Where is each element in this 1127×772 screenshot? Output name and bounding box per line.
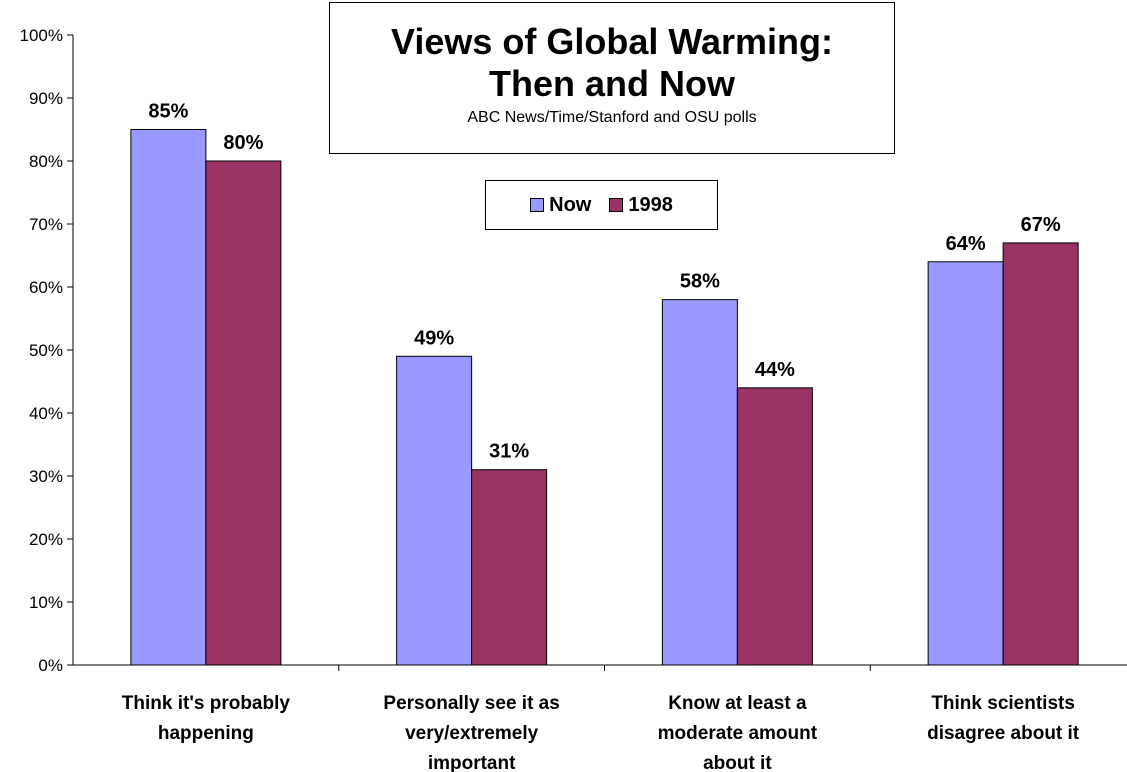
data-label-1998-0: 80% bbox=[223, 132, 263, 154]
legend-swatch-1998 bbox=[609, 198, 624, 212]
x-category-label-line: Personally see it as bbox=[383, 693, 559, 714]
y-tick-label: 0% bbox=[38, 656, 63, 675]
data-labels: 85% 80% 49% 31% 58% 44% 64% 67% bbox=[148, 101, 1060, 463]
x-category-label-line: disagree about it bbox=[927, 723, 1080, 744]
bar-1998-1 bbox=[471, 469, 548, 666]
y-tick-label: 40% bbox=[29, 404, 63, 423]
data-label-now-0: 85% bbox=[148, 101, 188, 123]
x-category-label: Think it's probably happening bbox=[122, 693, 291, 744]
data-label-now-1: 49% bbox=[414, 327, 454, 349]
bars bbox=[130, 129, 1079, 666]
x-category-label-line: important bbox=[428, 753, 516, 772]
x-category-label-line: moderate amount bbox=[658, 723, 818, 744]
bar-1998-0 bbox=[205, 160, 282, 666]
legend-item-now: Now bbox=[530, 194, 591, 217]
x-category-label: Think scientists disagree about it bbox=[927, 693, 1080, 744]
data-label-now-2: 58% bbox=[680, 271, 720, 293]
y-tick-label: 50% bbox=[29, 341, 63, 360]
chart-title-box: Views of Global Warming: Then and Now AB… bbox=[329, 2, 895, 154]
chart-title-line2: Then and Now bbox=[489, 63, 735, 104]
x-category-label-line: happening bbox=[158, 723, 254, 744]
y-tick-label: 70% bbox=[29, 215, 63, 234]
axes: 0% 10% 20% 30% 40% 50% 60% 70% 80% 90% 100% Think i… bbox=[20, 26, 1127, 772]
x-category-label-line: Think scientists bbox=[931, 693, 1075, 714]
data-label-1998-1: 31% bbox=[489, 441, 529, 463]
x-category-label-line: about it bbox=[703, 753, 772, 772]
bar-now-3 bbox=[927, 261, 1004, 666]
legend: Now 1998 bbox=[485, 180, 718, 230]
legend-swatch-now bbox=[530, 198, 545, 212]
x-category-label-line: Know at least a bbox=[668, 693, 807, 714]
bar-1998-2 bbox=[736, 387, 813, 666]
data-label-now-3: 64% bbox=[946, 233, 986, 255]
y-tick-label: 30% bbox=[29, 467, 63, 486]
bar-now-1 bbox=[396, 355, 473, 666]
legend-label-1998: 1998 bbox=[628, 193, 673, 216]
chart-subtitle: ABC News/Time/Stanford and OSU polls bbox=[467, 109, 757, 126]
x-category-label-line: Think it's probably bbox=[122, 693, 291, 714]
data-label-1998-3: 67% bbox=[1021, 214, 1061, 236]
x-category-label: Personally see it as very/extremely import… bbox=[383, 693, 559, 772]
y-tick-label: 100% bbox=[20, 26, 63, 45]
chart-title-line1: Views of Global Warming: bbox=[390, 21, 834, 62]
x-category-label: Know at least a moderate amount about it bbox=[658, 693, 818, 772]
y-tick-label: 10% bbox=[29, 593, 63, 612]
bar-now-0 bbox=[130, 129, 207, 666]
legend-item-1998: 1998 bbox=[609, 194, 673, 217]
x-category-label-line: very/extremely bbox=[405, 723, 539, 744]
legend-label-now: Now bbox=[549, 193, 592, 216]
y-tick-label: 80% bbox=[29, 152, 63, 171]
data-label-1998-2: 44% bbox=[755, 359, 795, 381]
bar-now-2 bbox=[661, 299, 738, 666]
bar-1998-3 bbox=[1002, 242, 1079, 666]
y-tick-label: 90% bbox=[29, 89, 63, 108]
y-tick-label: 60% bbox=[29, 278, 63, 297]
chart-title: Views of Global Warming: Then and Now bbox=[330, 21, 894, 105]
y-tick-label: 20% bbox=[29, 530, 63, 549]
